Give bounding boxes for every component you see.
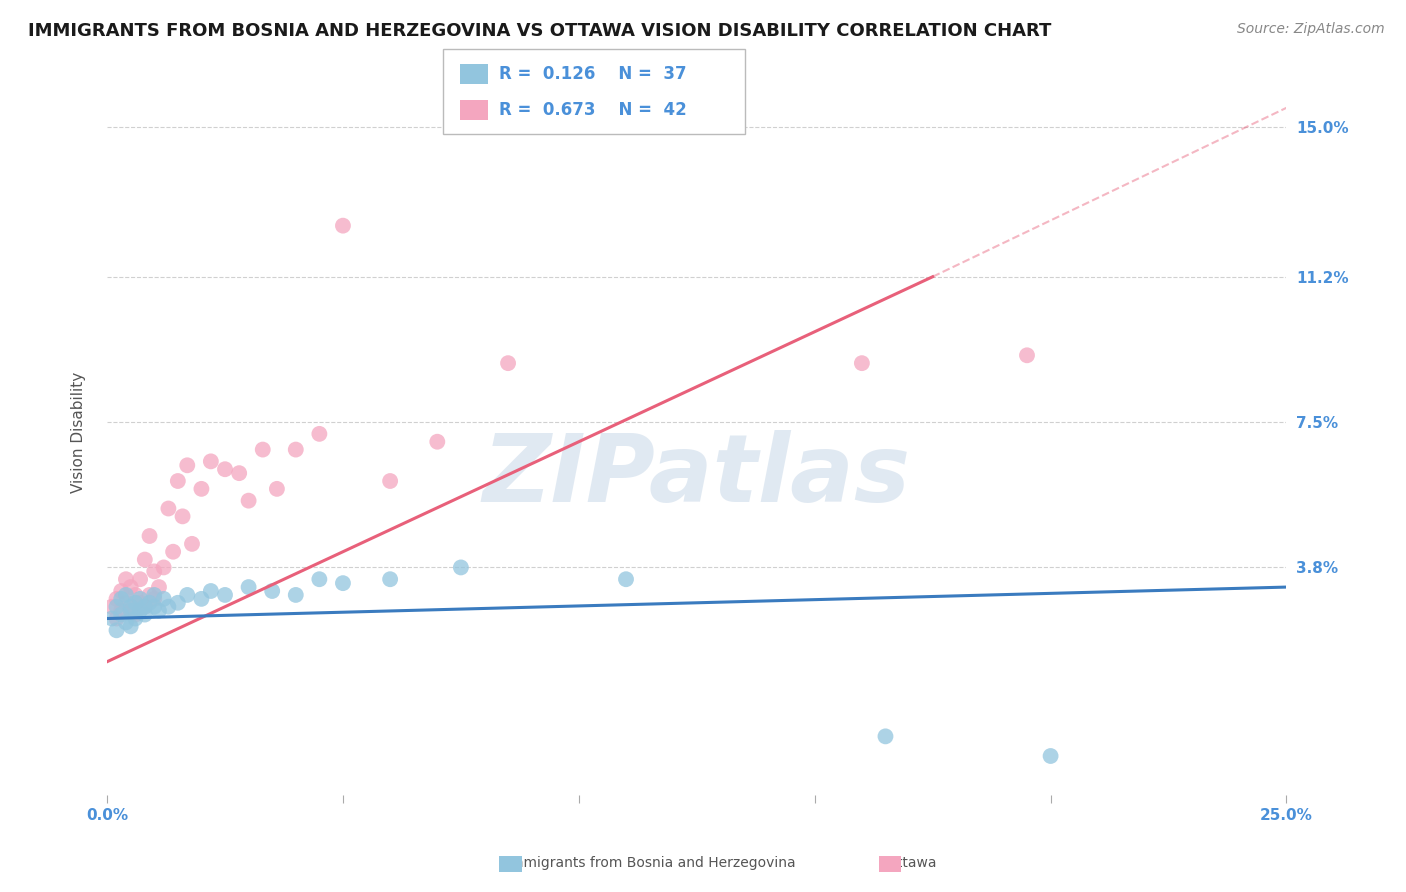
Point	[105, 611, 128, 625]
Point	[166, 596, 188, 610]
Point	[120, 619, 142, 633]
Point	[851, 356, 873, 370]
Text: Source: ZipAtlas.com: Source: ZipAtlas.com	[1237, 22, 1385, 37]
Point	[200, 454, 222, 468]
Point	[101, 611, 124, 625]
Point	[115, 615, 138, 630]
Point	[124, 596, 146, 610]
Point	[143, 591, 166, 606]
Point	[284, 442, 307, 457]
Point	[115, 596, 138, 610]
Point	[115, 572, 138, 586]
Point	[284, 588, 307, 602]
Text: Immigrants from Bosnia and Herzegovina: Immigrants from Bosnia and Herzegovina	[506, 856, 796, 871]
Point	[1015, 348, 1038, 362]
Point	[214, 588, 236, 602]
Point	[172, 509, 194, 524]
Point	[200, 584, 222, 599]
Point	[152, 560, 174, 574]
Point	[138, 596, 160, 610]
Point	[332, 576, 354, 591]
Point	[614, 572, 637, 586]
Point	[450, 560, 472, 574]
Text: IMMIGRANTS FROM BOSNIA AND HERZEGOVINA VS OTTAWA VISION DISABILITY CORRELATION C: IMMIGRANTS FROM BOSNIA AND HERZEGOVINA V…	[28, 22, 1052, 40]
Point	[124, 588, 146, 602]
Point	[134, 599, 156, 614]
Point	[101, 599, 124, 614]
Point	[110, 591, 132, 606]
Point	[162, 545, 184, 559]
Text: R =  0.673    N =  42: R = 0.673 N = 42	[499, 101, 688, 119]
Point	[105, 599, 128, 614]
Point	[496, 356, 519, 370]
Point	[378, 474, 401, 488]
Point	[124, 607, 146, 622]
Point	[1039, 749, 1062, 764]
Point	[252, 442, 274, 457]
Point	[190, 591, 212, 606]
Point	[190, 482, 212, 496]
Point	[148, 604, 170, 618]
Point	[308, 426, 330, 441]
Point	[214, 462, 236, 476]
Point	[138, 588, 160, 602]
Point	[176, 588, 198, 602]
Point	[105, 624, 128, 638]
Point	[166, 474, 188, 488]
Point	[148, 580, 170, 594]
Point	[134, 599, 156, 614]
Point	[129, 604, 152, 618]
Point	[115, 588, 138, 602]
Point	[143, 565, 166, 579]
Point	[129, 572, 152, 586]
Point	[157, 501, 180, 516]
Point	[238, 493, 260, 508]
Point	[120, 604, 142, 618]
Point	[143, 599, 166, 614]
Point	[308, 572, 330, 586]
Point	[110, 604, 132, 618]
Point	[129, 596, 152, 610]
Point	[120, 580, 142, 594]
Point	[129, 591, 152, 606]
Point	[266, 482, 288, 496]
Text: ZIPatlas: ZIPatlas	[482, 430, 911, 522]
Point	[176, 458, 198, 473]
Point	[105, 591, 128, 606]
Point	[378, 572, 401, 586]
Point	[134, 607, 156, 622]
Point	[238, 580, 260, 594]
Point	[875, 730, 897, 744]
Point	[143, 588, 166, 602]
Point	[228, 466, 250, 480]
Point	[332, 219, 354, 233]
Point	[110, 584, 132, 599]
Point	[157, 599, 180, 614]
Point	[426, 434, 449, 449]
Point	[262, 584, 284, 599]
Point	[134, 552, 156, 566]
Point	[120, 599, 142, 614]
Text: Ottawa: Ottawa	[886, 856, 936, 871]
Point	[124, 611, 146, 625]
Point	[152, 591, 174, 606]
Text: R =  0.126    N =  37: R = 0.126 N = 37	[499, 65, 686, 83]
Point	[138, 529, 160, 543]
Point	[181, 537, 204, 551]
Point	[120, 604, 142, 618]
Point	[110, 607, 132, 622]
Y-axis label: Vision Disability: Vision Disability	[72, 371, 86, 492]
